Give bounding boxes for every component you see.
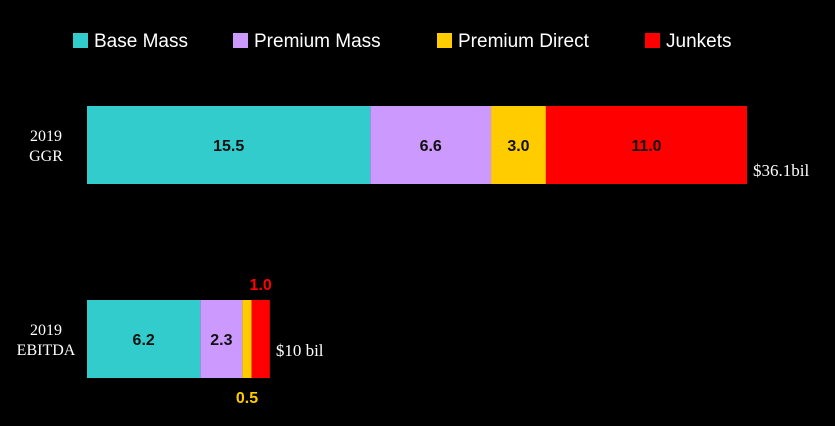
- bar-ggr-base-mass: [87, 106, 371, 184]
- value-label-ggr-premium-mass: 6.6: [420, 138, 442, 155]
- value-label-ebitda-premium-direct: 0.5: [236, 390, 258, 407]
- bar-ggr-premium-mass: [370, 106, 492, 184]
- value-label-ggr-premium-direct: 3.0: [507, 138, 529, 155]
- bar-ebitda-premium-direct: [242, 300, 252, 378]
- bar-ggr-junkets: [545, 106, 747, 184]
- legend-swatch-base-mass: [73, 33, 88, 48]
- row-label-ebitda: 2019 EBITDA: [17, 322, 76, 359]
- value-label-ebitda-junkets: 1.0: [250, 277, 272, 294]
- legend-label-premium-direct: Premium Direct: [458, 31, 590, 52]
- value-label-ggr-junkets: 11.0: [631, 138, 661, 155]
- bar-ebitda-junkets: [251, 300, 270, 378]
- bar-ebitda-base-mass: [87, 300, 201, 378]
- total-label-ggr: $36.1bil: [753, 161, 809, 180]
- value-label-ebitda-base-mass: 6.2: [133, 332, 155, 349]
- bar-ggr-premium-direct: [491, 106, 546, 184]
- total-label-ebitda: $10 bil: [276, 341, 324, 360]
- value-label-ebitda-premium-mass: 2.3: [210, 332, 232, 349]
- chart-bars: 2019 GGR 15.5 6.6 3.0 11.0 $36.1bil 2019 EBITDA 6…: [17, 106, 809, 407]
- legend-swatch-premium-direct: [437, 33, 452, 48]
- legend-swatch-junkets: [645, 33, 660, 48]
- legend-swatch-premium-mass: [233, 33, 248, 48]
- value-label-ggr-base-mass: 15.5: [213, 138, 244, 155]
- legend-label-base-mass: Base Mass: [94, 31, 188, 52]
- legend-label-premium-mass: Premium Mass: [254, 31, 381, 52]
- legend-label-junkets: Junkets: [666, 31, 731, 52]
- chart-legend: Base Mass Premium Mass Premium Direct Junke…: [73, 31, 731, 52]
- bar-ebitda-premium-mass: [200, 300, 243, 378]
- row-label-ggr: 2019 GGR: [29, 128, 63, 165]
